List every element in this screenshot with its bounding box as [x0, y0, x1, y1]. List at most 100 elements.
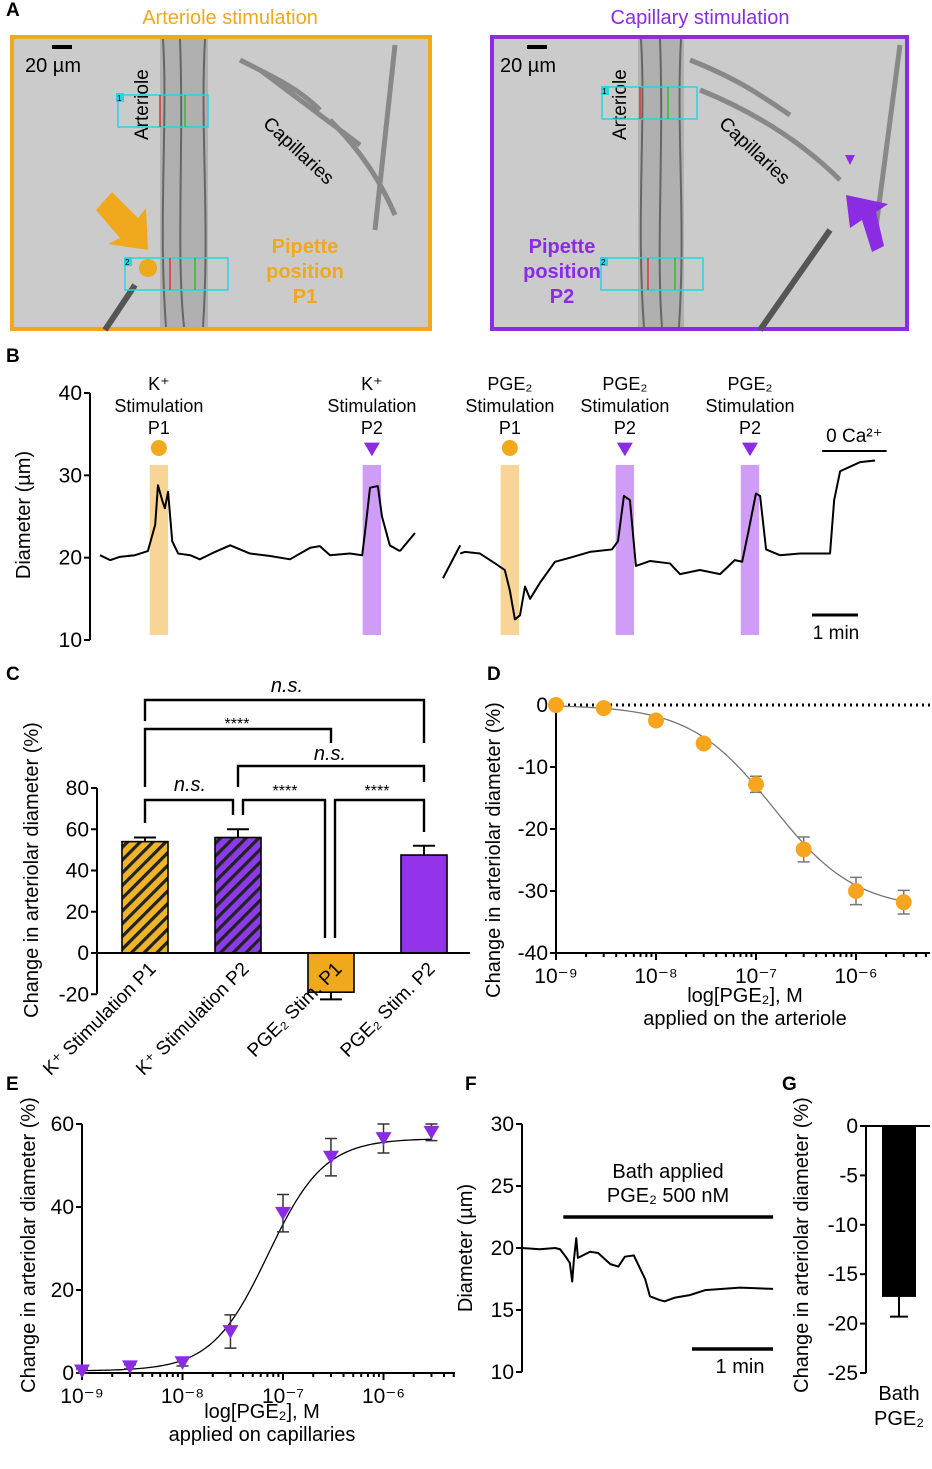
trace-segment — [459, 459, 876, 621]
annotation-label: PGE₂ 500 nM — [607, 1185, 729, 1207]
x-tick-label: 10⁻⁶ — [834, 965, 877, 988]
scale-bar-label: 1 min — [716, 1356, 765, 1378]
x-tick-label: 10⁻⁷ — [735, 965, 777, 988]
y-tick-label: 40 — [59, 382, 82, 405]
image-frame — [10, 35, 432, 331]
roi-label: 1 — [602, 87, 607, 96]
y-tick-label: 10 — [491, 1361, 514, 1384]
stimulation-label: Stimulation — [114, 396, 203, 416]
data-point — [222, 1325, 239, 1339]
panel-e-dose-response-chart: 0 20 40 60 10⁻⁹ 10⁻⁸ 10⁻⁷ 10⁻⁶ log[PGE₂], Mappli… — [18, 1097, 455, 1446]
roi-box-2: 2 — [124, 257, 229, 291]
svg-text:position: position — [523, 261, 601, 283]
fit-curve — [555, 705, 905, 902]
triangle-marker-icon — [616, 442, 633, 457]
axis-break-mark — [399, 532, 416, 552]
y-tick-label: 0 — [62, 1362, 74, 1385]
micrograph-capillary-stimulation: Capillary stimulation 20 µm Arteriole Ca… — [490, 7, 909, 332]
stimulation-label: Stimulation — [705, 396, 794, 416]
roi-label: 1 — [117, 94, 122, 103]
panel-letter-f: F — [465, 1074, 477, 1095]
data-point — [895, 894, 912, 911]
x-axis-label: applied on capillaries — [169, 1424, 356, 1446]
panel-letter-g: G — [782, 1074, 797, 1095]
bracket — [143, 727, 333, 787]
y-tick-label: -5 — [839, 1164, 858, 1187]
circle-marker-icon — [501, 440, 518, 456]
triangle-marker-icon — [845, 155, 855, 165]
roi-box-1: 1 — [116, 93, 209, 128]
bracket — [333, 798, 426, 938]
pipette — [757, 228, 833, 332]
svg-text:P1: P1 — [293, 286, 317, 308]
panel-letter-b: B — [6, 346, 20, 367]
x-tick-label: Bath — [878, 1383, 919, 1405]
y-axis-label: Change in arteriolar diameter (%) — [18, 1097, 40, 1393]
significance-label: n.s. — [174, 774, 206, 796]
stimulation-label: P2 — [614, 418, 636, 438]
y-axis-label: Change in arteriolar diameter (%) — [791, 1097, 813, 1393]
data-point — [795, 841, 812, 858]
y-tick-label: 30 — [491, 1113, 514, 1136]
stimulation-band — [740, 465, 760, 635]
bar — [121, 840, 169, 954]
image-frame — [490, 35, 909, 331]
roi-box-2: 2 — [600, 257, 704, 291]
bar — [214, 836, 262, 954]
data-point — [121, 1360, 138, 1374]
arteriole-label: Arteriole — [610, 69, 631, 140]
capillary-structures — [238, 44, 398, 231]
y-tick-label: -20 — [828, 1313, 858, 1336]
y-tick-label: 0 — [536, 694, 548, 717]
y-tick-label: 40 — [51, 1196, 74, 1219]
x-tick-label: 10⁻⁸ — [161, 1385, 204, 1408]
y-tick-label: 40 — [66, 860, 89, 883]
data-point — [74, 1364, 90, 1379]
y-tick-label: 30 — [59, 464, 82, 487]
x-tick-label: PGE₂ Stim. P1 — [244, 959, 347, 1062]
bar — [400, 854, 448, 954]
panel-g-bar-chart: -25 -20 -15 -10 -5 0 Bath PGE₂ Change in arterio… — [791, 1097, 930, 1430]
svg-text:Pipette: Pipette — [272, 236, 339, 258]
stimulation-band — [149, 465, 169, 635]
annotation-label: Bath applied — [612, 1161, 723, 1183]
y-tick-label: 10 — [59, 629, 82, 652]
y-tick-label: 80 — [66, 777, 89, 800]
y-tick-label: -10 — [828, 1214, 858, 1237]
data-point — [423, 1125, 440, 1140]
arteriole-label: Arteriole — [132, 69, 153, 140]
x-tick-label: 10⁻⁹ — [60, 1385, 103, 1408]
data-point — [748, 776, 764, 793]
x-axis-label: log[PGE₂], M — [687, 985, 803, 1007]
panel-f-trace-chart: 10 15 20 25 30 Diameter (µm) Bath appliedPGE₂ … — [455, 1113, 774, 1384]
scale-bar-label: 1 min — [813, 623, 859, 644]
arrow-icon — [96, 192, 148, 250]
y-tick-label: 20 — [59, 547, 82, 570]
y-tick-label: 60 — [51, 1113, 74, 1136]
y-tick-label: 20 — [491, 1237, 514, 1260]
data-point — [648, 712, 664, 729]
stimulation-band — [500, 465, 520, 635]
bracket — [241, 798, 327, 938]
data-point — [695, 735, 712, 752]
y-tick-label: -20 — [59, 983, 89, 1006]
y-axis-label: Diameter (µm) — [455, 1184, 477, 1312]
scale-bar-label: 20 µm — [500, 55, 556, 77]
stimulation-label: P1 — [499, 418, 521, 438]
significance-label: n.s. — [314, 743, 346, 765]
y-axis-label: Diameter (µm) — [13, 451, 35, 579]
stimulation-label: P1 — [148, 418, 170, 438]
pipette — [102, 283, 138, 332]
micrograph-title: Arteriole stimulation — [142, 7, 318, 29]
y-axis-label: Change in arteriolar diameter (%) — [483, 702, 505, 998]
fit-curve — [81, 1138, 432, 1372]
bar — [307, 952, 355, 993]
data-point — [322, 1150, 339, 1165]
roi-label: 2 — [601, 258, 606, 267]
x-tick-label: 10⁻⁹ — [534, 965, 577, 988]
pipette-position-label: Pipette position P1 — [266, 236, 344, 308]
stimulation-label: P2 — [361, 418, 383, 438]
panel-letter-d: D — [487, 664, 501, 685]
bracket — [143, 798, 235, 823]
